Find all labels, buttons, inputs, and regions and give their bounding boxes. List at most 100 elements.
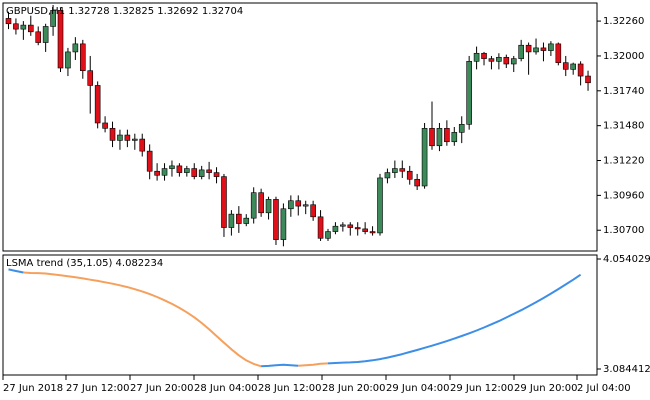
candle — [146, 144, 153, 180]
candle-body-bear — [102, 122, 108, 129]
price-panel[interactable]: GBPUSD,H1 1.32728 1.32825 1.32692 1.3270… — [2, 2, 644, 252]
candle — [72, 37, 79, 60]
candle-body-bear — [87, 70, 94, 86]
candle-body-bear — [273, 199, 279, 240]
candle — [347, 222, 354, 236]
candle — [295, 195, 302, 216]
candle — [414, 173, 420, 191]
lsma-trend-line — [8, 268, 582, 368]
price-label: 1.32260 — [603, 16, 644, 27]
candle — [392, 160, 398, 178]
price-label: 1.30960 — [603, 190, 644, 201]
candle — [473, 46, 480, 70]
indicator-scale-bottom: 3.084412 — [603, 364, 650, 375]
time-label: 2 Jul 04:00 — [577, 383, 631, 394]
candle — [354, 222, 361, 236]
candle-body-bull — [117, 134, 123, 141]
candle — [555, 42, 562, 66]
candle — [518, 39, 524, 62]
candle-body-bear — [354, 227, 361, 230]
candle-body-bear — [221, 176, 227, 228]
candle-body-bear — [555, 43, 562, 63]
candle — [27, 15, 34, 36]
candle — [317, 210, 324, 241]
candle-body-bear — [139, 138, 146, 152]
price-label: 1.31740 — [603, 86, 644, 97]
candle — [265, 196, 272, 220]
candle — [399, 160, 406, 178]
candle-body-bear — [124, 134, 131, 141]
candle-body-bull — [340, 224, 346, 227]
price-label: 1.32000 — [603, 51, 644, 62]
candle-body-bear — [109, 128, 116, 141]
indicator-panel[interactable]: LSMA trend (35,1.05) 4.082234 4.054029 3… — [2, 254, 650, 376]
candle-body-bear — [444, 128, 450, 143]
candle — [191, 163, 198, 180]
candle — [184, 165, 190, 177]
candle — [50, 5, 56, 36]
time-label: 28 Jun 20:00 — [322, 383, 386, 394]
candle — [132, 133, 138, 150]
candle — [161, 163, 168, 181]
candle-body-bear — [362, 228, 368, 232]
candle — [176, 163, 183, 177]
candle — [102, 116, 108, 133]
time-label: 28 Jun 04:00 — [194, 383, 258, 394]
candle — [57, 7, 64, 73]
lsma-segment-up — [8, 268, 24, 274]
candle-body-bear — [206, 169, 212, 173]
candle — [243, 214, 250, 227]
candle-body-bull — [161, 168, 168, 176]
candle-body-bear — [176, 165, 183, 173]
candles-layer — [5, 5, 591, 247]
candle-body-bear — [295, 200, 302, 207]
candle-body-bull — [384, 172, 391, 179]
candle-body-bear — [27, 24, 34, 33]
candle-body-bull — [280, 208, 287, 240]
time-label: 27 Jun 2018 — [3, 383, 63, 394]
candle — [302, 200, 309, 215]
candle — [213, 167, 220, 184]
candle-body-bull — [421, 128, 428, 187]
candle-body-bear — [577, 63, 584, 77]
candle-body-bull — [325, 231, 331, 239]
candle — [80, 39, 86, 79]
candle — [451, 127, 458, 146]
candle — [458, 116, 465, 144]
candle-body-bear — [525, 44, 532, 53]
time-axis[interactable]: 27 Jun 2018 27 Jun 12:00 27 Jun 20:00 28 Ju… — [2, 375, 631, 394]
time-label: 27 Jun 12:00 — [66, 383, 130, 394]
lsma-segment-down — [23, 271, 262, 368]
candle — [139, 133, 146, 157]
candle — [585, 70, 591, 91]
candle — [444, 120, 450, 146]
candle — [466, 55, 472, 130]
candle-body-bear — [562, 62, 569, 70]
indicator-panel-frame — [2, 254, 598, 376]
candle-body-bear — [347, 224, 354, 228]
candle — [65, 47, 71, 77]
candle — [236, 206, 242, 233]
candle — [481, 51, 487, 66]
candle-body-bull — [436, 128, 443, 147]
indicator-header: LSMA trend (35,1.05) 4.082234 — [6, 258, 163, 269]
candle — [198, 165, 205, 180]
price-scale[interactable]: 1.32260 1.32000 1.31740 1.31480 1.31220 1.309… — [597, 16, 644, 236]
candle-body-bull — [265, 199, 272, 214]
candle-body-bull — [42, 26, 49, 43]
indicator-scale-top: 4.054029 — [603, 254, 650, 265]
candle — [273, 196, 279, 245]
candle — [42, 23, 49, 52]
candle — [496, 53, 502, 70]
candle-body-bull — [198, 169, 205, 177]
candle-body-bear — [399, 168, 406, 172]
candle-body-bull — [392, 168, 398, 173]
candle-body-bull — [20, 24, 27, 30]
candle — [250, 187, 257, 224]
candle — [503, 54, 510, 69]
candle-body-bear — [429, 128, 435, 147]
candle — [562, 55, 569, 77]
candle — [310, 200, 316, 221]
candle-body-bull — [302, 204, 309, 207]
